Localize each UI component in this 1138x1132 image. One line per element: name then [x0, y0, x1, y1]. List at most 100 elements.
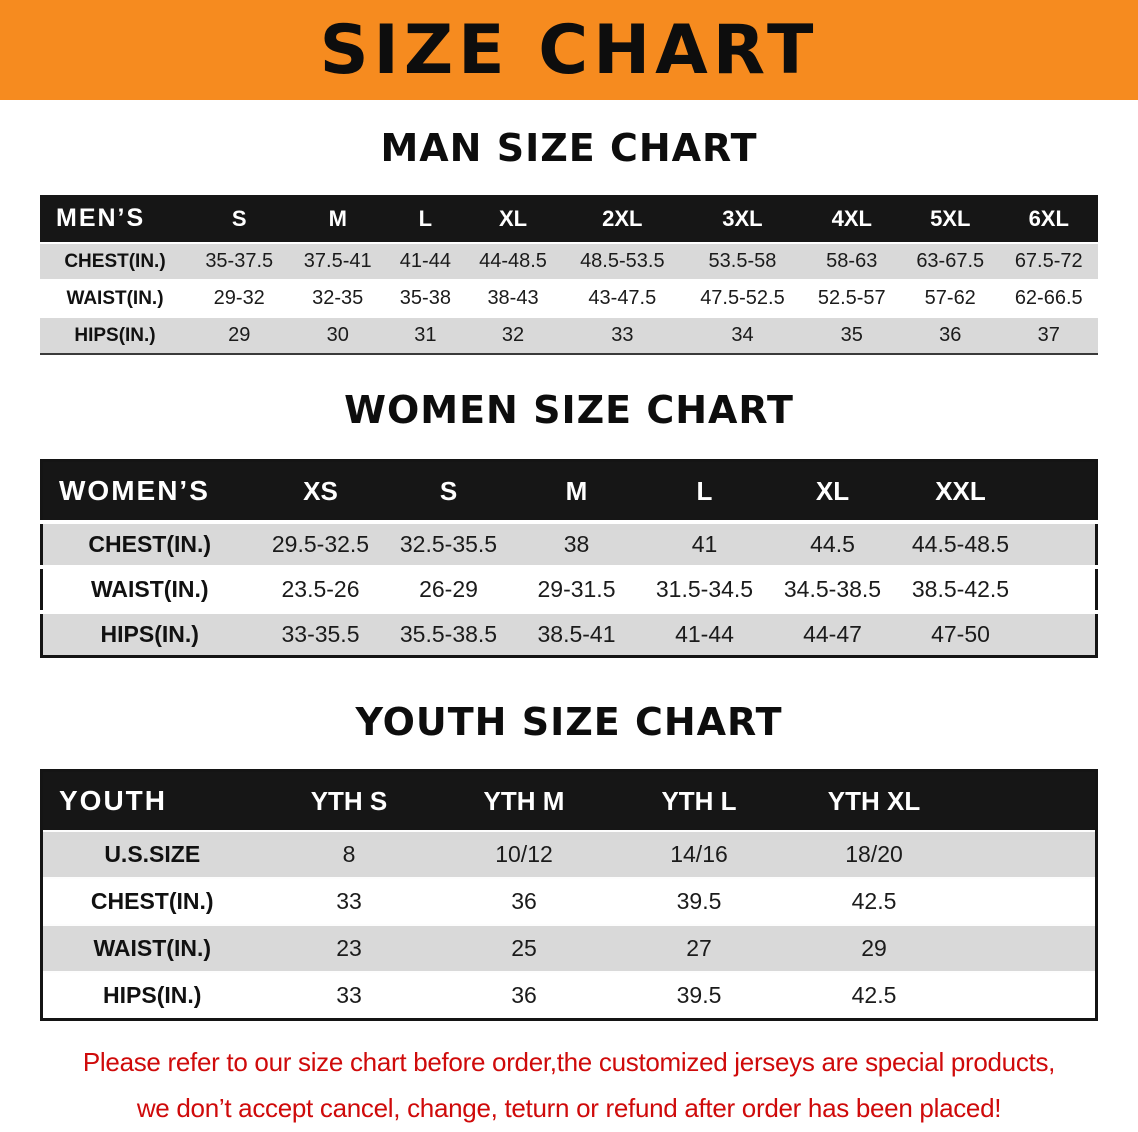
size-value: 29-31.5: [512, 565, 641, 612]
size-value: 41-44: [640, 610, 769, 657]
size-value: 63-67.5: [901, 242, 1000, 280]
size-value: 47-50: [896, 610, 1025, 657]
man-size-heading: MAN SIZE CHART: [380, 126, 758, 170]
size-value: 29: [786, 924, 962, 972]
man-size-table: MEN’S S M L XL 2XL 3XL 4XL 5XL 6XL CHEST(IN.) 35-37…: [40, 195, 1098, 355]
size-value: 8: [261, 830, 437, 878]
size-value: 18/20: [786, 830, 962, 878]
women-header-row: WOMEN’S XS S M L XL XXL: [41, 460, 1097, 522]
size-value: 58-63: [802, 242, 901, 280]
women-column-header: XL: [768, 460, 897, 522]
women-size-heading: WOMEN SIZE CHART: [344, 388, 794, 432]
women-column-header: XS: [256, 460, 385, 522]
size-value: 31.5-34.5: [640, 565, 769, 612]
size-value: 52.5-57: [802, 279, 901, 317]
size-value: 34: [682, 316, 803, 354]
size-value: 33: [261, 877, 437, 925]
women-size-table: WOMEN’S XS S M L XL XXL CHEST(IN.) 29.5-32.5 32.5…: [40, 459, 1098, 658]
footer-note: Please refer to our size chart before or…: [0, 1039, 1138, 1131]
youth-column-header: YTH L: [611, 770, 787, 831]
size-value: 53.5-58: [682, 242, 803, 280]
women-measurement-row: WAIST(IN.) 23.5-26 26-29 29-31.5 31.5-34.5 34…: [41, 565, 1097, 612]
size-value: 47.5-52.5: [682, 279, 803, 317]
size-value: 35.5-38.5: [384, 610, 513, 657]
youth-table-wrap: YOUTH YTH S YTH M YTH L YTH XL U.S.SIZE 8 10/12…: [40, 769, 1098, 1021]
filler-cell: [961, 971, 1097, 1020]
size-value: 38-43: [463, 279, 563, 317]
size-value: 26-29: [384, 565, 513, 612]
youth-column-header: YTH M: [436, 770, 612, 831]
size-value: 42.5: [786, 971, 962, 1020]
youth-column-header: YTH S: [261, 770, 437, 831]
size-value: 41: [640, 520, 769, 567]
women-table-wrap: WOMEN’S XS S M L XL XXL CHEST(IN.) 29.5-32.5 32.5…: [40, 459, 1098, 658]
women-column-header: XXL: [896, 460, 1025, 522]
women-measurement-row: CHEST(IN.) 29.5-32.5 32.5-35.5 38 41 44.5 44.5…: [41, 520, 1097, 567]
size-value: 35-38: [386, 279, 464, 317]
women-column-header: L: [640, 460, 769, 522]
size-value: 30: [288, 316, 387, 354]
row-label: HIPS(IN.): [40, 316, 190, 354]
size-value: 67.5-72: [999, 242, 1098, 280]
size-value: 23: [261, 924, 437, 972]
women-measurement-row: HIPS(IN.) 33-35.5 35.5-38.5 38.5-41 41-44 44-…: [41, 610, 1097, 657]
footer-line-2: we don’t accept cancel, change, teturn o…: [136, 1093, 1002, 1123]
women-size-section: WOMEN SIZE CHART WOMEN’S XS S M L XL XXL CHEST(…: [0, 388, 1138, 658]
youth-table-title: YOUTH: [41, 770, 262, 831]
women-table-title: WOMEN’S: [41, 460, 257, 522]
size-value: 35-37.5: [190, 242, 289, 280]
size-value: 37.5-41: [288, 242, 387, 280]
man-column-header: 4XL: [802, 195, 901, 243]
row-label: WAIST(IN.): [40, 279, 190, 317]
size-value: 32.5-35.5: [384, 520, 513, 567]
size-value: 33-35.5: [256, 610, 385, 657]
man-measurement-row: CHEST(IN.) 35-37.5 37.5-41 41-44 44-48.5 48.5…: [40, 242, 1098, 280]
size-value: 36: [436, 877, 612, 925]
man-column-header: 3XL: [682, 195, 803, 243]
filler-cell: [961, 877, 1097, 925]
size-value: 25: [436, 924, 612, 972]
man-header-row: MEN’S S M L XL 2XL 3XL 4XL 5XL 6XL: [40, 195, 1098, 243]
filler-cell: [1024, 520, 1097, 567]
size-value: 27: [611, 924, 787, 972]
size-value: 23.5-26: [256, 565, 385, 612]
youth-measurement-row: WAIST(IN.) 23 25 27 29: [41, 924, 1097, 972]
size-value: 29: [190, 316, 289, 354]
size-value: 44.5: [768, 520, 897, 567]
size-value: 38.5-42.5: [896, 565, 1025, 612]
row-label: WAIST(IN.): [41, 924, 262, 972]
size-value: 35: [802, 316, 901, 354]
size-value: 39.5: [611, 971, 787, 1020]
row-label: WAIST(IN.): [41, 565, 257, 612]
filler-cell: [1024, 610, 1097, 657]
man-column-header: 5XL: [901, 195, 1000, 243]
size-value: 29.5-32.5: [256, 520, 385, 567]
filler-cell: [1024, 565, 1097, 612]
man-table-wrap: MEN’S S M L XL 2XL 3XL 4XL 5XL 6XL CHEST(IN.) 35-37…: [40, 195, 1098, 355]
size-value: 38: [512, 520, 641, 567]
size-value: 39.5: [611, 877, 787, 925]
man-table-title: MEN’S: [40, 195, 190, 243]
size-value: 36: [436, 971, 612, 1020]
youth-size-section: YOUTH SIZE CHART YOUTH YTH S YTH M YTH L YTH…: [0, 700, 1138, 1021]
page-title: SIZE CHART: [319, 10, 819, 90]
size-value: 57-62: [901, 279, 1000, 317]
man-column-header: 6XL: [999, 195, 1098, 243]
row-label: HIPS(IN.): [41, 610, 257, 657]
size-value: 44-48.5: [463, 242, 563, 280]
size-value: 43-47.5: [562, 279, 683, 317]
man-column-header: 2XL: [562, 195, 683, 243]
row-label: CHEST(IN.): [41, 877, 262, 925]
size-value: 32: [463, 316, 563, 354]
size-value: 34.5-38.5: [768, 565, 897, 612]
footer-line-1: Please refer to our size chart before or…: [82, 1047, 1056, 1077]
size-value: 62-66.5: [999, 279, 1098, 317]
size-value: 37: [999, 316, 1098, 354]
size-value: 44.5-48.5: [896, 520, 1025, 567]
youth-header-row: YOUTH YTH S YTH M YTH L YTH XL: [41, 770, 1097, 831]
women-column-header: M: [512, 460, 641, 522]
size-value: 36: [901, 316, 1000, 354]
size-value: 33: [562, 316, 683, 354]
size-value: 41-44: [386, 242, 464, 280]
